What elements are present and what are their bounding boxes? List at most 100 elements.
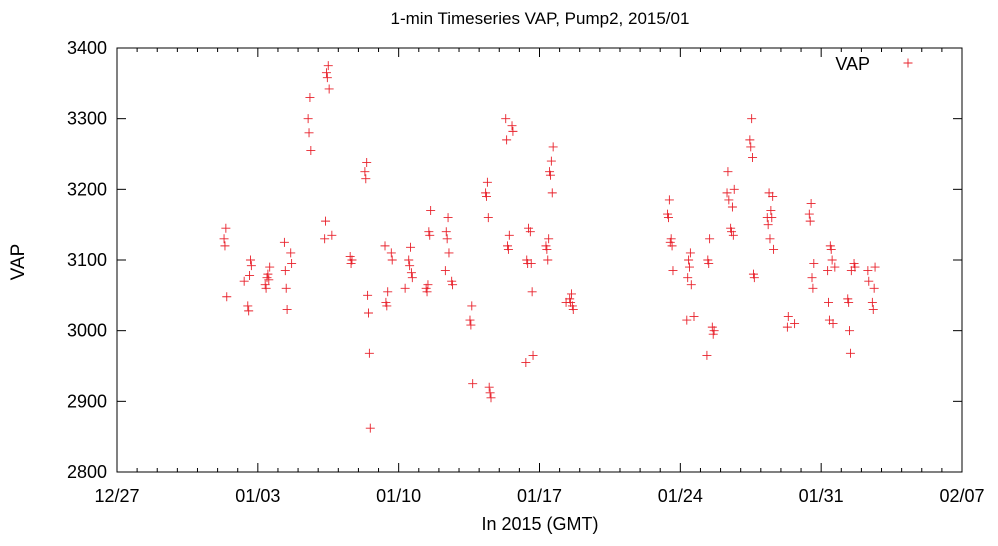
data-point: [468, 379, 478, 389]
data-point: [422, 287, 432, 297]
y-tick-label: 3300: [67, 109, 107, 129]
data-point: [382, 301, 392, 311]
data-point: [360, 167, 370, 177]
data-point: [749, 273, 759, 283]
legend: VAP: [835, 54, 913, 74]
data-point: [567, 301, 577, 311]
data-point: [843, 294, 853, 304]
data-point: [727, 202, 737, 212]
data-point: [765, 234, 775, 244]
x-tick-label: 02/07: [939, 486, 984, 506]
data-point: [467, 301, 477, 311]
data-point: [805, 216, 815, 226]
data-point: [684, 255, 694, 265]
data-point: [244, 306, 254, 316]
data-point: [443, 213, 453, 223]
data-point: [809, 259, 819, 269]
legend-marker: [903, 58, 913, 68]
data-point: [663, 213, 673, 223]
chart-title: 1-min Timeseries VAP, Pump2, 2015/01: [391, 9, 690, 28]
data-point: [306, 145, 316, 155]
y-tick-label: 3200: [67, 179, 107, 199]
data-point: [723, 167, 733, 177]
data-point: [825, 241, 835, 251]
data-point: [727, 227, 737, 237]
data-point: [222, 292, 232, 302]
data-point: [823, 266, 833, 276]
data-point: [689, 312, 699, 322]
data-point: [220, 241, 230, 251]
data-point: [869, 283, 879, 293]
data-point: [484, 382, 494, 392]
data-point: [262, 273, 272, 283]
data-point: [561, 297, 571, 307]
data-point: [764, 188, 774, 198]
data-point: [442, 234, 452, 244]
data-point: [265, 262, 275, 272]
data-point: [728, 230, 738, 240]
data-point: [804, 209, 814, 219]
x-tick-label: 01/17: [517, 486, 562, 506]
data-point: [527, 287, 537, 297]
data-point: [406, 242, 416, 252]
data-point: [867, 297, 877, 307]
data-point: [287, 259, 297, 269]
data-point: [864, 276, 874, 286]
data-point: [324, 84, 334, 94]
data-point: [321, 216, 331, 226]
data-point: [239, 276, 249, 286]
axis-ticks: 2800 2900 3000 3100 3200 3300 3400 12/27 01/03 01…: [67, 38, 985, 506]
x-tick-label: 12/27: [94, 486, 139, 506]
data-point: [347, 255, 357, 265]
data-point: [543, 255, 553, 265]
data-point: [844, 297, 854, 307]
data-point: [346, 259, 356, 269]
data-point: [870, 262, 880, 272]
data-point: [748, 269, 758, 279]
data-point: [826, 244, 836, 254]
data-point: [280, 266, 290, 276]
data-point: [501, 114, 511, 124]
data-point: [482, 177, 492, 187]
data-point: [246, 261, 256, 271]
data-point: [364, 348, 374, 358]
data-point: [709, 326, 719, 336]
x-tick-label: 01/10: [376, 486, 421, 506]
data-point: [245, 271, 255, 281]
data-point: [444, 248, 454, 258]
data-point: [747, 114, 757, 124]
data-point: [482, 191, 492, 201]
data-point: [381, 297, 391, 307]
data-point: [845, 326, 855, 336]
data-point: [824, 315, 834, 325]
data-point: [665, 237, 675, 247]
data-point: [503, 241, 513, 251]
data-point: [387, 255, 397, 265]
data-point: [702, 350, 712, 360]
data-point: [849, 259, 859, 269]
data-point: [260, 280, 270, 290]
legend-marker-icon: [903, 58, 913, 68]
data-point: [548, 142, 558, 152]
data-point: [685, 248, 695, 258]
data-point: [282, 304, 292, 314]
data-point: [481, 188, 491, 198]
data-point: [322, 73, 332, 83]
data-point: [264, 275, 274, 285]
y-tick-label: 2900: [67, 391, 107, 411]
data-point: [782, 322, 792, 332]
data-point: [565, 294, 575, 304]
data-point: [827, 255, 837, 265]
data-point: [447, 276, 457, 286]
y-tick-label: 3100: [67, 250, 107, 270]
data-point: [808, 283, 818, 293]
x-axis-label: In 2015 (GMT): [481, 514, 598, 534]
data-point: [845, 348, 855, 358]
data-point: [705, 234, 715, 244]
data-point: [546, 156, 556, 166]
data-point: [448, 280, 458, 290]
data-point: [279, 237, 289, 247]
data-point: [666, 234, 676, 244]
data-point: [465, 315, 475, 325]
